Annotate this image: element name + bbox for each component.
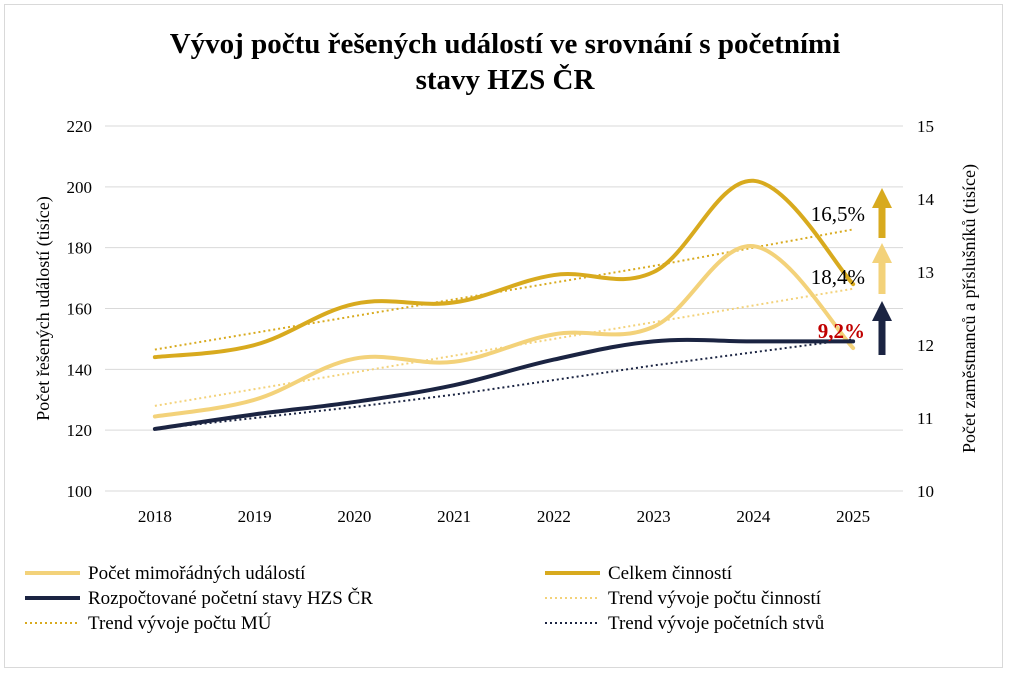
x-tick-label: 2020 (337, 507, 371, 526)
annotation-arrow-head (872, 243, 892, 263)
legend-label: Trend vývoje početních stvů (608, 613, 825, 634)
legend-label: Trend vývoje počtu činností (608, 588, 822, 609)
y-axis-title: Počet řešených událostí (tisíce) (33, 196, 54, 420)
annotation-arrow-shaft (878, 261, 886, 294)
legend-label: Celkem činností (608, 563, 733, 584)
y2-tick-label: 13 (917, 263, 934, 282)
series-line-0 (152, 244, 856, 419)
y-tick-label: 200 (67, 178, 93, 197)
annotation-label: 18,4% (811, 265, 865, 289)
legend-label: Rozpočtované početní stavy HZS ČR (88, 587, 373, 609)
annotations: 16,5% 18,4% 9,2% (811, 188, 892, 355)
chart-title-line: stavy HZS ČR (416, 63, 596, 96)
chart: Vývoj počtu řešených událostí ve srovnán… (25, 28, 980, 634)
y-tick-label: 100 (67, 482, 93, 501)
right-axis-ticks: 10 11 12 13 14 15 Počet zaměstnanců a příslušn… (917, 117, 980, 501)
y2-axis-title: Počet zaměstnanců a příslušníků (tisíce) (959, 164, 980, 453)
y-tick-label: 140 (67, 360, 93, 379)
y2-tick-label: 15 (917, 117, 934, 136)
gridlines (105, 125, 903, 492)
x-tick-label: 2021 (437, 507, 471, 526)
y-tick-label: 160 (67, 300, 93, 319)
x-tick-label: 2023 (637, 507, 671, 526)
series-line-5 (154, 338, 854, 430)
legend-label: Trend vývoje počtu MÚ (88, 612, 272, 634)
y-tick-label: 120 (67, 421, 93, 440)
x-tick-label: 2024 (736, 507, 771, 526)
x-tick-label: 2018 (138, 507, 172, 526)
x-tick-label: 2019 (238, 507, 272, 526)
y2-tick-label: 12 (917, 336, 934, 355)
series-line-2 (152, 337, 856, 431)
chart-frame: Vývoj počtu řešených událostí ve srovnán… (4, 4, 1003, 668)
chart-title: Vývoj počtu řešených událostí ve srovnán… (170, 28, 841, 96)
y2-tick-label: 11 (917, 409, 933, 428)
annotation-label: 16,5% (811, 202, 865, 226)
series-lines (152, 178, 856, 431)
x-tick-label: 2025 (836, 507, 870, 526)
chart-title-line: Vývoj počtu řešených událostí ve srovnán… (170, 28, 841, 60)
y2-tick-label: 14 (917, 190, 935, 209)
legend-label: Počet mimořádných událostí (88, 563, 306, 584)
annotation-arrow-head (872, 188, 892, 208)
legend: Počet mimořádných událostí Celkem činnost… (25, 563, 825, 634)
annotation-arrow-head (872, 301, 892, 321)
y2-tick-label: 10 (917, 482, 934, 501)
series-line-1 (152, 178, 856, 360)
series-line-3 (154, 287, 854, 407)
left-axis-ticks: 100 120 140 160 180 200 220 Počet řešených udál… (33, 117, 92, 501)
annotation-arrow-shaft (878, 206, 886, 238)
x-tick-label: 2022 (537, 507, 571, 526)
annotation-arrow-shaft (878, 319, 886, 355)
annotation-label: 9,2% (818, 319, 865, 343)
x-axis-ticks: 2018 2019 2020 2021 2022 2023 2024 2025 (138, 507, 870, 526)
y-tick-label: 180 (67, 239, 93, 258)
y-tick-label: 220 (67, 117, 93, 136)
